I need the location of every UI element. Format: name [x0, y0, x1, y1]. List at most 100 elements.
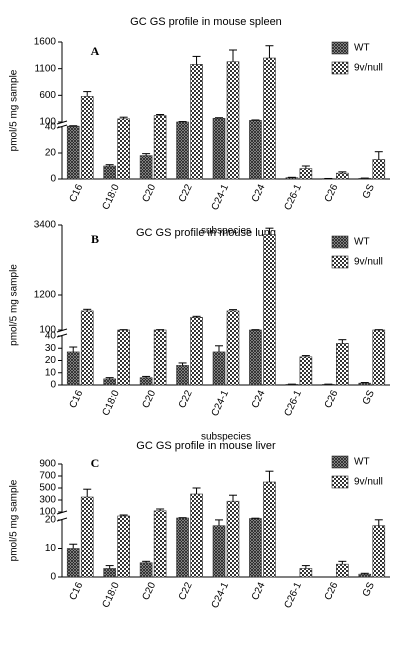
- bar: [249, 519, 261, 578]
- bar: [191, 64, 203, 179]
- y-tick-label: 0: [50, 380, 56, 391]
- y-tick-label: 10: [45, 367, 57, 378]
- x-tick-label: C26: [323, 388, 341, 410]
- bar: [336, 173, 348, 179]
- panel-letter: C: [91, 456, 100, 470]
- x-tick-label: C24-1: [210, 580, 232, 610]
- bar: [249, 330, 261, 385]
- legend-swatch: [332, 456, 348, 468]
- panel-letter: B: [91, 232, 99, 246]
- bar: [336, 343, 348, 385]
- bar: [81, 311, 93, 385]
- bar: [227, 501, 239, 577]
- bar: [359, 574, 371, 577]
- legend-label: WT: [354, 237, 370, 248]
- bar: [213, 352, 225, 385]
- bar: [286, 178, 298, 179]
- bar: [373, 160, 385, 180]
- y-tick-label: 20: [45, 148, 57, 159]
- bar: [67, 549, 79, 578]
- x-tick-label: C16: [68, 182, 86, 204]
- x-tick-label: C26: [323, 182, 341, 204]
- y-tick-label: 900: [39, 459, 56, 470]
- bar: [81, 497, 93, 577]
- bar: [249, 120, 261, 179]
- bar: [191, 494, 203, 577]
- x-tick-label: C24: [250, 182, 268, 204]
- bar: [140, 156, 152, 179]
- y-tick-label: 100: [39, 117, 56, 128]
- bar: [118, 516, 130, 577]
- bar: [104, 166, 116, 179]
- chart-title: GC GS profile in mouse liver: [136, 440, 276, 452]
- x-tick-label: C26: [323, 580, 341, 602]
- legend-label: WT: [354, 457, 370, 468]
- y-tick-label: 100: [39, 325, 56, 336]
- x-tick-label: C24-1: [210, 388, 232, 418]
- bar: [67, 352, 79, 385]
- x-tick-label: GS: [361, 182, 377, 200]
- bar: [300, 357, 312, 385]
- x-tick-label: C20: [140, 580, 158, 602]
- y-tick-label: 0: [50, 572, 56, 583]
- bar: [154, 116, 166, 179]
- bar: [373, 330, 385, 385]
- y-tick-label: 1600: [34, 37, 57, 48]
- x-tick-label: GS: [361, 580, 377, 598]
- y-tick-label: 3400: [34, 220, 57, 231]
- x-tick-label: C18:0: [101, 182, 122, 211]
- bar: [154, 511, 166, 577]
- bar: [118, 330, 130, 385]
- x-tick-label: C26-1: [283, 580, 305, 610]
- legend-label: WT: [354, 43, 370, 54]
- chart-title: GC GS profile in mouse spleen: [130, 16, 282, 28]
- y-axis-label: pmol/5 mg sample: [9, 69, 20, 151]
- x-tick-label: C24-1: [210, 182, 232, 212]
- bar: [213, 118, 225, 179]
- bar: [263, 482, 275, 577]
- bar: [154, 330, 166, 385]
- bar: [118, 119, 130, 179]
- x-tick-label: C18:0: [101, 580, 122, 609]
- bar: [227, 62, 239, 179]
- x-tick-label: C18:0: [101, 388, 122, 417]
- bar: [140, 563, 152, 577]
- legend-swatch: [332, 476, 348, 488]
- bar: [67, 126, 79, 179]
- bar: [227, 311, 239, 385]
- x-tick-label: C22: [177, 388, 195, 410]
- legend-swatch: [332, 256, 348, 268]
- bar: [336, 564, 348, 577]
- y-tick-label: 100: [39, 507, 56, 518]
- bar: [191, 317, 203, 385]
- x-tick-label: C26-1: [283, 182, 305, 212]
- y-tick-label: 700: [39, 471, 56, 482]
- bar: [263, 235, 275, 385]
- bar: [177, 122, 189, 179]
- y-tick-label: 0: [50, 174, 56, 185]
- x-tick-label: C24: [250, 580, 268, 602]
- bar: [177, 365, 189, 385]
- bar: [140, 378, 152, 385]
- x-tick-label: C22: [177, 182, 195, 204]
- legend-label: 9v/null: [354, 257, 383, 268]
- legend-swatch: [332, 42, 348, 54]
- bar: [300, 568, 312, 577]
- bar: [359, 383, 371, 385]
- panel-letter: A: [91, 44, 100, 58]
- y-tick-label: 600: [39, 90, 56, 101]
- bar: [213, 526, 225, 577]
- y-tick-label: 30: [45, 343, 57, 354]
- chart-title: GC GS profile in mouse lung: [136, 227, 276, 239]
- y-tick-label: 300: [39, 495, 56, 506]
- y-axis-label: pmol/5 mg sample: [9, 479, 20, 561]
- x-tick-label: C24: [250, 388, 268, 410]
- x-tick-label: C26-1: [283, 388, 305, 418]
- y-tick-label: 1200: [34, 290, 57, 301]
- y-tick-label: 10: [45, 543, 57, 554]
- y-tick-label: 20: [45, 355, 57, 366]
- legend-label: 9v/null: [354, 477, 383, 488]
- y-tick-label: 1100: [34, 63, 56, 74]
- legend-label: 9v/null: [354, 63, 383, 74]
